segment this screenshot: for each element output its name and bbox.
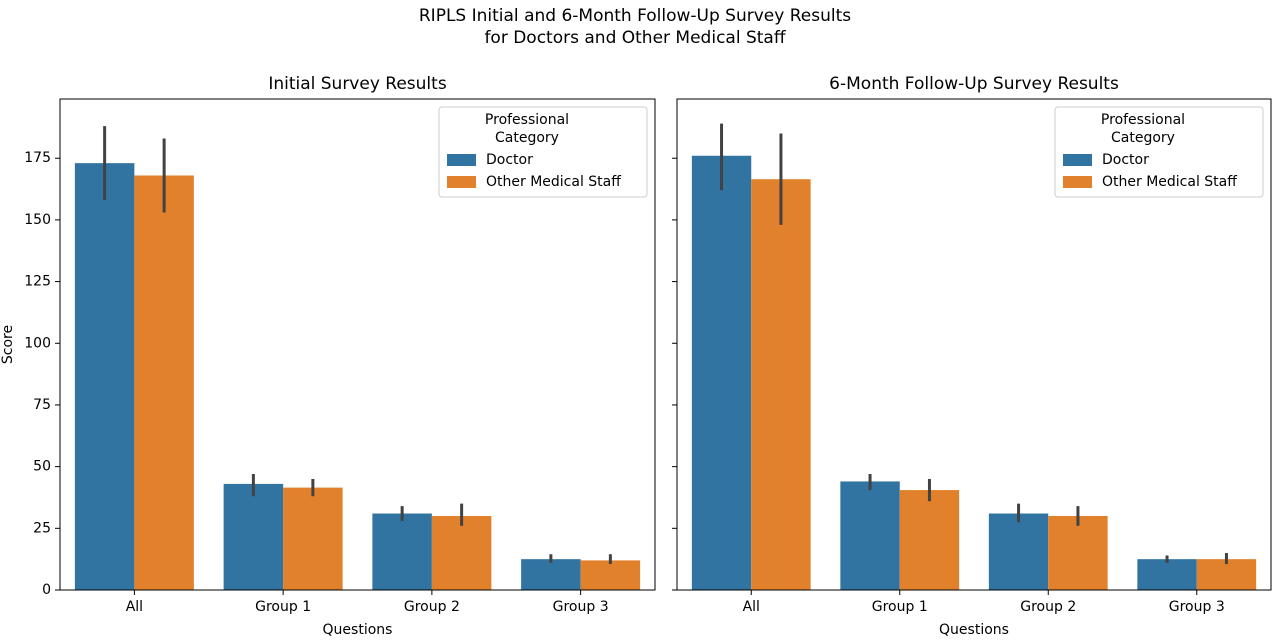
y-tick-label: 50 (33, 459, 51, 475)
bar (521, 559, 581, 590)
bar (1048, 515, 1108, 590)
x-tick-label: All (126, 599, 143, 615)
axes-title: Initial Survey Results (268, 74, 447, 94)
legend-title: Category (495, 130, 559, 146)
legend-label: Doctor (1102, 152, 1149, 168)
bar (1196, 559, 1257, 590)
x-tick-label: All (743, 599, 760, 615)
y-axis-label: Score (0, 325, 16, 364)
x-tick-label: Group 3 (1169, 599, 1225, 615)
axes-frame (676, 98, 1272, 591)
y-tick-label: 175 (24, 150, 51, 166)
bar (899, 490, 960, 590)
bar (580, 560, 641, 590)
y-tick-label: 25 (33, 520, 51, 536)
bar (431, 515, 492, 590)
legend-swatch (447, 176, 476, 188)
legend-title: Professional (485, 112, 569, 128)
legend-label: Doctor (486, 152, 533, 168)
x-tick-label: Group 2 (1020, 599, 1076, 615)
bar (988, 513, 1049, 590)
legend-swatch (1063, 154, 1092, 166)
figure-title: for Doctors and Other Medical Staff (484, 28, 786, 48)
bar (840, 481, 900, 590)
bar (751, 179, 811, 590)
legend-swatch (1063, 176, 1092, 188)
bar (1137, 559, 1197, 590)
legend-box (1054, 106, 1264, 198)
bar (223, 483, 284, 590)
y-tick-label: 100 (24, 335, 51, 351)
legend-swatch (447, 154, 476, 166)
legend-title: Professional (1101, 112, 1185, 128)
x-tick-label: Group 1 (872, 599, 928, 615)
y-tick-label: 75 (33, 397, 51, 413)
x-tick-label: Group 3 (553, 599, 609, 615)
bar (372, 513, 432, 590)
bar (283, 487, 343, 590)
y-tick-label: 150 (24, 212, 51, 228)
bar (691, 155, 752, 590)
x-axis-label: Questions (323, 622, 393, 638)
y-tick-label: 0 (42, 582, 51, 598)
figure-title: RIPLS Initial and 6-Month Follow-Up Surv… (419, 6, 851, 26)
axes-title: 6-Month Follow-Up Survey Results (829, 74, 1119, 94)
axes-frame (59, 98, 656, 591)
y-tick-label: 125 (24, 274, 51, 290)
legend-label: Other Medical Staff (486, 174, 621, 190)
bar (74, 163, 135, 590)
x-tick-label: Group 1 (255, 599, 311, 615)
x-tick-label: Group 2 (404, 599, 460, 615)
legend-title: Category (1111, 130, 1175, 146)
bar (134, 175, 194, 591)
legend-label: Other Medical Staff (1102, 174, 1237, 190)
x-axis-label: Questions (939, 622, 1009, 638)
legend-box (438, 106, 648, 198)
